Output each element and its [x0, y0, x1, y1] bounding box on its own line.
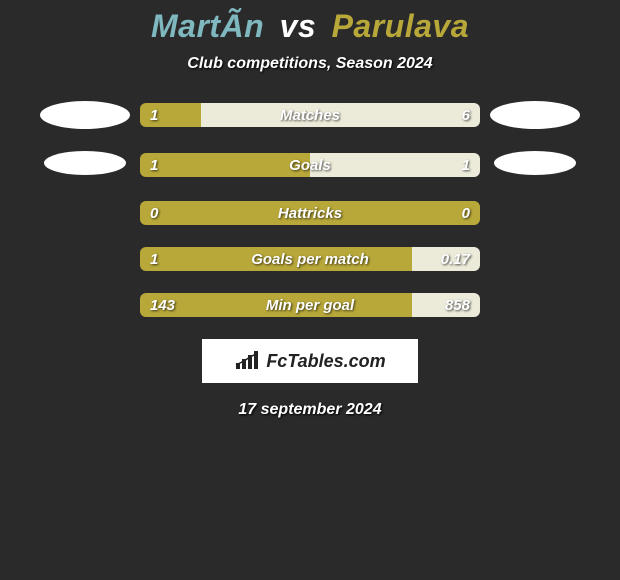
- page-title: MartÃ­n vs Parulava: [0, 8, 620, 45]
- stat-right-value: 0: [462, 201, 470, 225]
- stat-bar: 0 Hattricks 0: [140, 201, 480, 225]
- stat-row-gpm: 1 Goals per match 0.17: [0, 247, 620, 271]
- stat-label: Matches: [140, 103, 480, 127]
- stat-label: Min per goal: [140, 293, 480, 317]
- vs-text: vs: [280, 8, 317, 44]
- stat-right-value: 858: [445, 293, 470, 317]
- player2-badge-small: [490, 151, 580, 179]
- stat-label: Goals: [140, 153, 480, 177]
- subtitle: Club competitions, Season 2024: [0, 55, 620, 73]
- stat-row-matches: 1 Matches 6: [0, 101, 620, 129]
- stat-row-goals: 1 Goals 1: [0, 151, 620, 179]
- player1-badge: [40, 101, 130, 129]
- stat-bar: 143 Min per goal 858: [140, 293, 480, 317]
- stat-bar: 1 Goals 1: [140, 153, 480, 177]
- stat-right-value: 0.17: [441, 247, 470, 271]
- logo-text: FcTables.com: [266, 351, 385, 372]
- stat-row-hattricks: 0 Hattricks 0: [0, 201, 620, 225]
- player2-name: Parulava: [332, 8, 469, 44]
- bar-chart-icon: [234, 351, 262, 371]
- stat-rows-rest: 0 Hattricks 0 1 Goals per match 0.17 143…: [0, 201, 620, 317]
- stat-bar: 1 Goals per match 0.17: [140, 247, 480, 271]
- source-logo: FcTables.com: [202, 339, 418, 383]
- stat-bar: 1 Matches 6: [140, 103, 480, 127]
- stat-right-value: 1: [462, 153, 470, 177]
- player1-name: MartÃ­n: [151, 8, 264, 44]
- player2-badge: [490, 101, 580, 129]
- stat-right-value: 6: [462, 103, 470, 127]
- stat-label: Goals per match: [140, 247, 480, 271]
- comparison-card: MartÃ­n vs Parulava Club competitions, S…: [0, 0, 620, 419]
- stat-row-mpg: 143 Min per goal 858: [0, 293, 620, 317]
- date-label: 17 september 2024: [0, 401, 620, 419]
- player1-badge-small: [40, 151, 130, 179]
- stat-label: Hattricks: [140, 201, 480, 225]
